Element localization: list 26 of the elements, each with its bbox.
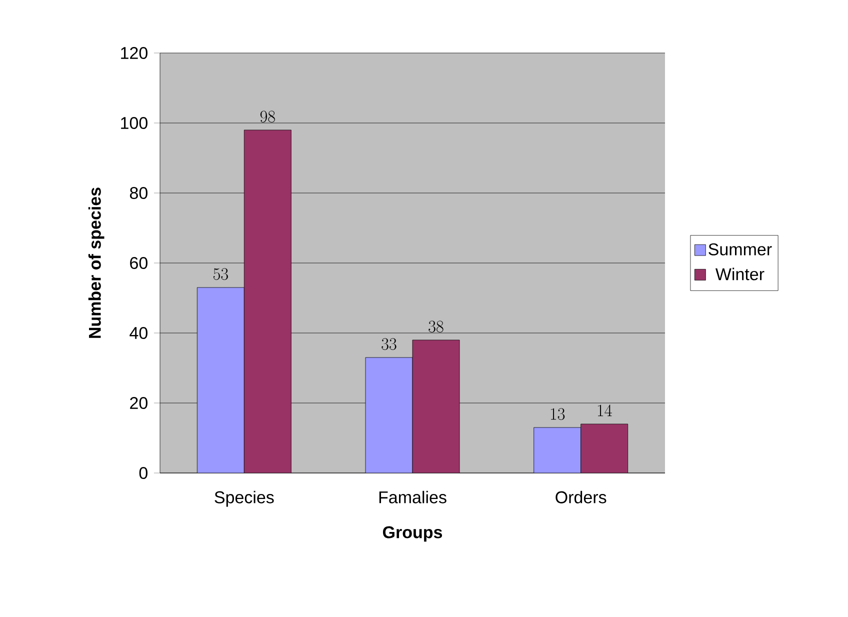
bar: [534, 427, 582, 473]
data-label: 13: [550, 408, 565, 420]
data-label: 14: [598, 404, 612, 416]
x-tick-label: Orders: [556, 490, 606, 504]
bar: [580, 424, 628, 473]
y-tick-label: 80: [130, 186, 148, 200]
legend-label: Summer: [708, 243, 772, 256]
y-tick-label: 120: [121, 46, 148, 60]
bar: [244, 130, 292, 473]
x-tick-label: Species: [214, 490, 274, 507]
bar: [412, 340, 460, 473]
data-label: 33: [382, 338, 396, 350]
bar: [196, 287, 244, 473]
y-tick-label: 40: [130, 326, 148, 340]
legend-label: Winter: [715, 268, 764, 280]
x-axis-title: Groups: [382, 526, 442, 542]
y-axis-title: Number of species: [88, 188, 104, 338]
x-tick-label: Famalies: [379, 490, 446, 504]
y-tick-label: 100: [121, 116, 148, 130]
y-tick-label: 60: [130, 256, 148, 270]
data-label: 38: [428, 320, 444, 332]
bar: [365, 357, 413, 473]
y-tick-label: 20: [130, 396, 148, 410]
y-tick-label: 0: [139, 466, 148, 480]
data-label: 53: [213, 268, 228, 280]
data-label: 98: [260, 110, 275, 122]
